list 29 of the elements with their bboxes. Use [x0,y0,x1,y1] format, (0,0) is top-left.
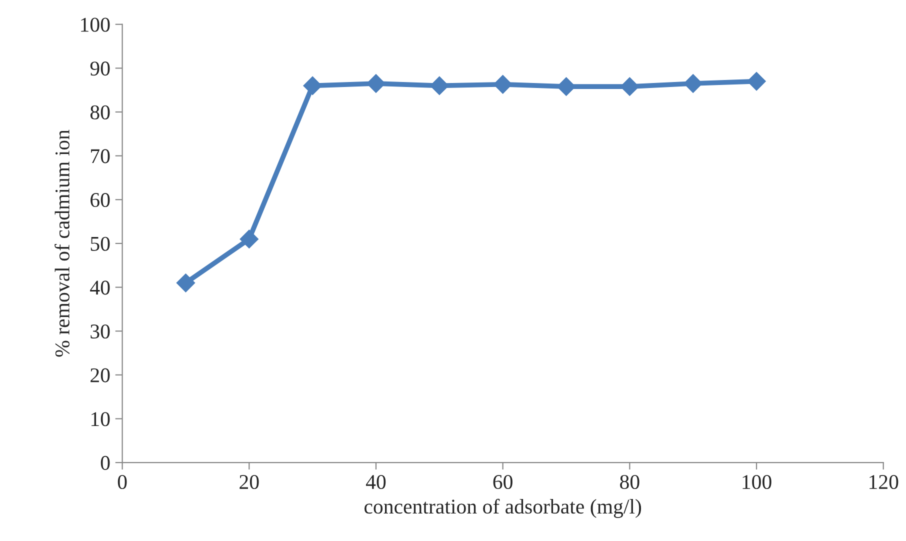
point [240,230,259,248]
point [684,74,702,93]
y-axis-title: % removal of cadmium ion [54,130,70,357]
x-tick-label: 60 [493,474,512,490]
y-tick-label: 90 [90,62,110,76]
point [366,74,386,93]
y-tick-label: 60 [90,193,110,208]
x-tick-label: 20 [240,474,259,490]
x-axis-title: concentration of adsorbate (mg/l) [364,498,642,518]
point [430,76,449,96]
point [620,77,640,96]
y-tick-label: 20 [90,368,110,382]
y-tick-label: 30 [90,324,110,339]
x-tick-label: 40 [366,474,386,490]
y-tick-label: 80 [90,105,110,120]
x-tick-label: 80 [620,474,640,490]
y-tick-label: 50 [90,236,110,251]
x-tick-label: 0 [118,474,127,490]
y-tick-label: 100 [81,18,110,32]
point [493,75,512,94]
y-tick-label: 0 [100,456,110,470]
point [303,76,322,96]
point [747,72,766,91]
point [176,274,196,292]
y-tick-label: 10 [92,412,110,426]
x-tick-label: 100 [742,474,772,490]
y-tick-label: 40 [90,280,110,295]
x-tick-label: 120 [870,474,898,490]
y-tick-label: 70 [91,149,110,164]
